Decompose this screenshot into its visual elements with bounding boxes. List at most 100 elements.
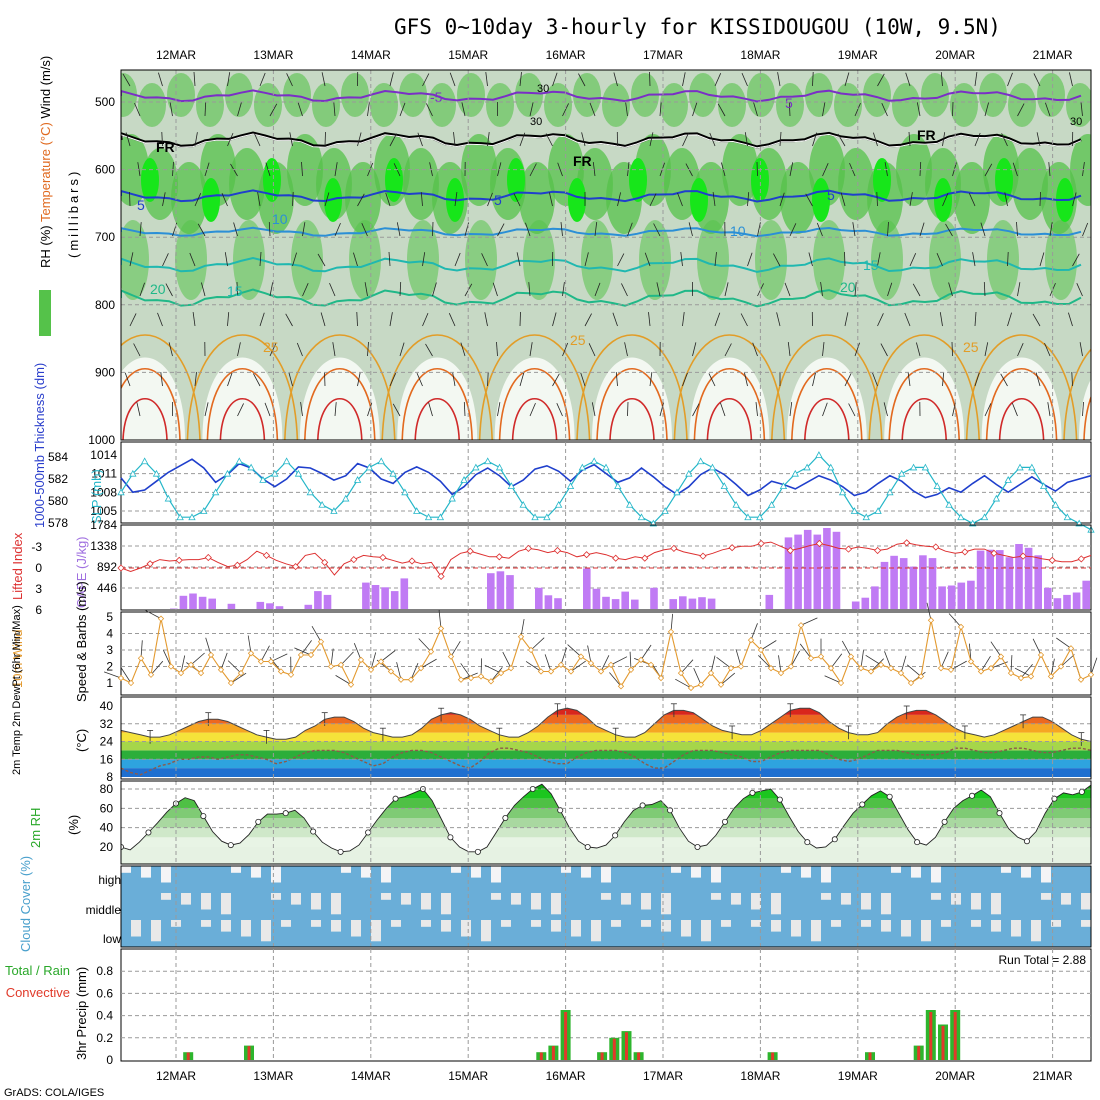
slp-point bbox=[460, 476, 468, 483]
cape-bar bbox=[544, 595, 553, 609]
wind-ylabel: 10m Wind bbox=[10, 629, 25, 688]
cloud-gap bbox=[861, 920, 871, 927]
wind-barb bbox=[484, 312, 488, 327]
slp-point bbox=[1028, 463, 1036, 471]
cloud-gap bbox=[831, 920, 841, 927]
wind-point bbox=[627, 666, 635, 673]
cloud-gap bbox=[991, 920, 1001, 932]
wind-point bbox=[857, 664, 865, 672]
wind-point bbox=[607, 661, 615, 669]
rh-band bbox=[121, 847, 1091, 864]
slp-point bbox=[909, 463, 918, 471]
cloud-level-label: high bbox=[98, 873, 121, 887]
wind-barb bbox=[300, 402, 303, 417]
cloud-gap bbox=[1001, 866, 1011, 873]
wind-point bbox=[417, 664, 425, 672]
cape-bar bbox=[256, 601, 265, 609]
cloud-gap bbox=[461, 920, 471, 937]
cloud-gap bbox=[511, 893, 521, 905]
wind-barb bbox=[907, 372, 911, 387]
temperature-ylabel: 2m Temp 2m DewPt (6hr Min/Max) bbox=[11, 605, 23, 775]
rh-cell bbox=[1066, 83, 1091, 127]
cape-bar bbox=[170, 608, 178, 609]
wind-barb bbox=[812, 372, 816, 387]
wind-barb bbox=[909, 192, 913, 207]
cloud-gap bbox=[1011, 920, 1021, 937]
slp-point bbox=[247, 463, 255, 471]
bottom-date-label: 16MAR bbox=[546, 1069, 586, 1083]
slp-point bbox=[235, 457, 243, 465]
wind-barb bbox=[417, 132, 423, 147]
wind-point bbox=[987, 664, 995, 672]
slp-point bbox=[436, 513, 445, 521]
wind-barb bbox=[848, 403, 856, 417]
wind-barb bbox=[1072, 253, 1080, 267]
wind-tick-label: 5 bbox=[106, 610, 113, 624]
wind-barb bbox=[675, 678, 692, 689]
wind-barb bbox=[438, 610, 442, 629]
wind-barb bbox=[268, 221, 271, 237]
rh-point bbox=[474, 848, 481, 855]
wind-barb bbox=[854, 102, 861, 117]
temperature-band bbox=[121, 708, 1091, 715]
wind-barb bbox=[741, 72, 748, 87]
rh-point bbox=[667, 807, 674, 814]
wind-barb bbox=[560, 647, 567, 665]
wind-barb bbox=[1056, 637, 1072, 649]
wind-point bbox=[327, 663, 335, 670]
wind-barb bbox=[682, 72, 686, 87]
panel-frame bbox=[120, 69, 1092, 441]
wind-barb bbox=[259, 72, 266, 87]
wind-point bbox=[877, 661, 885, 669]
rh-2m-panel: 20 40 60 80 2m RH (%) bbox=[28, 780, 1092, 865]
precip-convective-bar bbox=[941, 1025, 945, 1060]
wind-point bbox=[197, 669, 205, 677]
wind-barb bbox=[580, 372, 586, 387]
wind-barb bbox=[289, 132, 293, 147]
wind-barb bbox=[410, 662, 419, 680]
pressure-tick-label: 900 bbox=[95, 365, 115, 379]
temp-35-contour bbox=[414, 398, 460, 440]
wind-barb bbox=[904, 312, 911, 327]
wind-point bbox=[777, 669, 785, 677]
wind-barb bbox=[189, 252, 196, 267]
wind-barb bbox=[194, 132, 198, 147]
wind-barb bbox=[367, 102, 370, 117]
temperature-tick-label: 8 bbox=[106, 770, 113, 784]
slp-point bbox=[625, 500, 634, 508]
slp-point bbox=[673, 488, 681, 496]
wind-barb bbox=[919, 161, 922, 177]
rh-high-cell bbox=[690, 178, 708, 222]
rh-point bbox=[392, 795, 399, 802]
rh-cell bbox=[457, 73, 485, 117]
wind-barb bbox=[581, 132, 586, 147]
wind-barb bbox=[285, 313, 293, 327]
slp-point bbox=[720, 482, 728, 490]
cloud-gap bbox=[531, 893, 541, 910]
cape-bar bbox=[679, 596, 687, 609]
cape-tick-label: 446 bbox=[97, 581, 117, 595]
cape-bar bbox=[909, 566, 918, 609]
dewpoint-line bbox=[121, 747, 1091, 776]
wind-barb bbox=[224, 252, 228, 267]
cloud-gap bbox=[681, 920, 691, 937]
slp-point bbox=[803, 463, 811, 471]
cloud-ylabel: Cloud Cover (%) bbox=[18, 856, 33, 952]
wind-barb bbox=[984, 163, 993, 177]
slp-point bbox=[614, 482, 622, 490]
bottom-date-label: 13MAR bbox=[253, 1069, 293, 1083]
wind-point bbox=[277, 668, 285, 675]
wind-barb bbox=[1047, 402, 1051, 417]
rh-point bbox=[227, 842, 234, 849]
wind-barb bbox=[854, 282, 857, 297]
wind-barb bbox=[1071, 371, 1073, 387]
li-point bbox=[583, 551, 591, 559]
cloud-gap bbox=[821, 893, 831, 900]
cape-bar bbox=[1034, 555, 1042, 609]
wind-barb bbox=[162, 253, 169, 267]
li-point bbox=[350, 556, 358, 564]
wind-barb bbox=[1035, 372, 1041, 387]
wind-point bbox=[687, 684, 695, 692]
wind-barb bbox=[357, 372, 361, 387]
li-point bbox=[553, 546, 562, 555]
